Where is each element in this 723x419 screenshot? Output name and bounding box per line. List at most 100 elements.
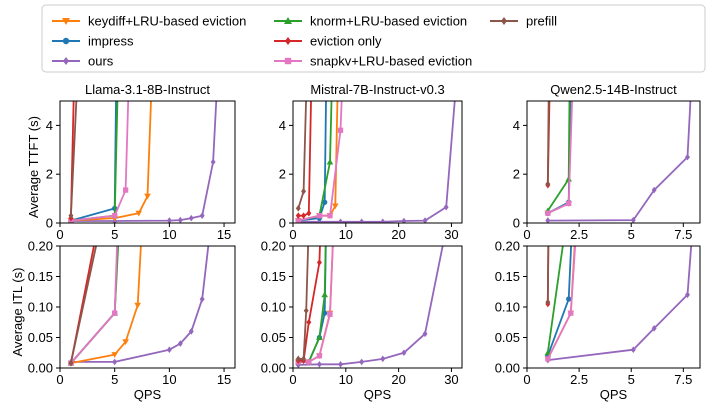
legend-label-knorm: knorm+LRU-based eviction [310,14,467,29]
series-line-impress [70,101,117,222]
legend-frame [41,4,706,73]
panel-frame [59,100,236,224]
legend-entry-prefill: prefill [490,14,557,29]
legend: keydiff+LRU-based eviction impress ours kno… [41,4,706,73]
data-point-evict-3 [306,209,312,217]
panel-1-series [67,101,218,223]
data-point-keydiff-3 [135,210,143,217]
data-point-ours-2 [630,216,636,223]
series-line-evict [298,101,312,217]
panel-1: 0 5 10 15 0 2 4 Llama-3.1-8B-Instruct [46,82,236,242]
data-point-keydiff-2 [111,352,118,358]
x-tick-label: 2.5 [570,372,588,387]
panel-4: 0 5 10 15 0.00 0.05 0.10 0.15 0.20 QPS [28,239,236,402]
legend-marker-snapkv [284,57,292,65]
x-tick-label: 15 [217,227,231,242]
y-tick-label: 0.20 [28,239,53,254]
series-line-keydiff [70,101,152,222]
data-point-knorm-4 [321,291,328,298]
panel-6: 0 2.5 5 7.5 0.00 0.05 0.10 0.15 0.20 QPS [495,239,701,402]
data-point-snapkv-1 [545,210,551,216]
x-tick-label: 0 [56,227,63,242]
data-point-ours-4 [685,153,690,161]
data-point-snapkv-2 [112,310,118,316]
data-point-keydiff-4 [134,302,141,309]
x-tick-label: 0 [523,372,530,387]
data-point-ours-3 [166,346,172,353]
data-point-ours-1 [545,217,551,223]
x-tick-label: 30 [444,372,458,387]
data-point-snapkv-3 [122,187,129,193]
x-tick-label: 2.5 [570,227,588,242]
data-point-prefill-1 [545,180,551,188]
legend-entry-ours: ours [52,54,114,69]
legend-marker-evict [285,37,291,45]
panel-frame [59,245,236,369]
series-line-ours [298,246,444,366]
series-line-prefill [297,101,307,209]
data-point-knorm-3 [326,158,334,165]
data-point-snapkv-1 [545,356,551,362]
x-tick-label: 20 [391,372,405,387]
x-tick-label: 15 [217,372,231,387]
x-axis-label: QPS [600,387,628,402]
panel-3: 0 2.5 5 7.5 0 2 4 Qwen2.5-14B-Instruct [513,82,701,242]
x-axis-label: QPS [364,387,392,402]
y-tick-label: 0.00 [28,361,53,376]
data-point-ours-6 [401,349,407,357]
panel-title: Llama-3.1-8B-Instruct [85,82,210,97]
data-point-ours-6 [199,212,205,219]
x-tick-label: 20 [391,227,405,242]
legend-label-snapkv: snapkv+LRU-based eviction [310,54,472,69]
data-point-keydiff-4 [331,203,339,210]
data-point-ours-7 [422,330,428,338]
legend-marker-ours [63,57,69,65]
y-tick-label: 0.15 [261,269,286,284]
data-point-ours-5 [380,218,386,223]
legend-marker-impress [62,37,70,45]
y-tick-label: 0.00 [261,361,286,376]
x-tick-label: 5 [111,227,118,242]
y-tick-label: 0 [46,216,53,231]
panel-3-series [544,101,692,223]
y-tick-label: 0.15 [495,269,520,284]
legend-entry-impress: impress [52,34,134,49]
series-line-ours [70,246,210,363]
data-point-ours-6 [401,217,407,223]
data-point-prefill-1 [295,205,301,212]
series-line-keydiff [70,246,142,364]
data-point-ours-3 [338,361,344,368]
legend-entry-snapkv: snapkv+LRU-based eviction [274,54,472,69]
series-line-impress [298,101,327,222]
data-point-ours-2 [112,358,118,366]
data-point-prefill-1 [295,355,301,363]
x-tick-label: 30 [444,227,458,242]
y-tick-label: 0.10 [28,300,53,315]
panel-2-series [294,101,456,223]
data-point-ours-8 [443,203,449,211]
data-point-prefill-1 [68,212,74,219]
panel-6-series [544,246,693,364]
legend-label-evict: eviction only [310,34,382,49]
series-line-prefill [546,101,550,185]
legend-marker-keydiff [62,18,70,25]
panel-frame [292,100,463,224]
data-point-snapkv-4 [337,127,344,133]
series-line-knorm [546,246,564,353]
x-tick-label: 5 [628,227,635,242]
data-point-ours-5 [380,355,386,363]
series-line-prefill [70,101,78,216]
series-line-impress [70,246,119,364]
data-point-ours-4 [685,291,690,299]
data-point-evict-4 [316,259,322,266]
data-point-ours-7 [422,217,428,223]
x-tick-label: 0 [523,227,530,242]
y-tick-label: 4 [279,118,286,133]
data-point-snapkv-2 [306,359,312,365]
data-point-prefill-3 [303,307,309,314]
data-point-prefill-2 [301,187,307,195]
panel-4-series [67,246,210,367]
y-tick-label: 0.00 [495,361,520,376]
